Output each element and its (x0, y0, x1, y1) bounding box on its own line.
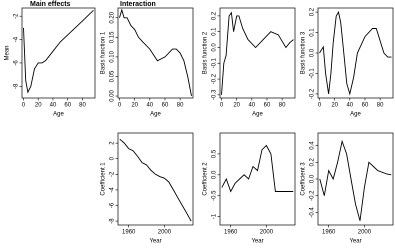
x-axis-label: Year (349, 239, 361, 245)
y-axis-label: Basis function 2 (203, 31, 209, 74)
plot-frame (21, 7, 96, 99)
y-tick-label: 0.5 (212, 149, 218, 158)
plot-frame (219, 132, 296, 226)
x-tick-label: 2000 (358, 230, 372, 236)
panel-title: Interaction (120, 1, 156, 8)
y-tick-label: 0.4 (310, 141, 316, 150)
x-tick-label: 20 (331, 103, 338, 109)
x-tick-label: 80 (79, 103, 86, 109)
x-tick-label: 2000 (260, 230, 274, 236)
y-tick-label: 0.05 (110, 70, 116, 82)
x-tick-label: 0 (118, 103, 122, 109)
y-tick-label: 0.1 (310, 28, 316, 37)
y-tick-label: 0.10 (110, 50, 116, 62)
x-tick-label: 40 (248, 103, 255, 109)
x-tick-label: 80 (279, 103, 286, 109)
y-tick-label: 0.0 (310, 174, 316, 183)
y-tick-label: -8 (110, 218, 116, 224)
series-line (319, 139, 392, 221)
y-tick-label: 0.0 (310, 48, 316, 57)
y-axis-label: Basis function 1 (101, 31, 107, 74)
plot-frame (317, 132, 394, 226)
x-tick-label: 0 (22, 103, 26, 109)
y-tick-label: -0.2 (310, 190, 316, 201)
x-tick-label: 60 (162, 103, 169, 109)
x-axis-label: Age (252, 112, 263, 118)
x-tick-label: 0 (220, 103, 224, 109)
x-tick-label: 1960 (122, 230, 136, 236)
panel-title: Main effects (30, 1, 71, 8)
series-line (119, 8, 192, 97)
x-axis-label: Year (251, 239, 263, 245)
y-tick-label: 0.1 (212, 27, 218, 36)
y-tick-label: 0.00 (110, 90, 116, 102)
x-tick-label: 0 (318, 103, 322, 109)
y-tick-label: -8 (14, 83, 20, 89)
x-tick-label: 20 (131, 103, 138, 109)
x-axis-label: Age (53, 112, 64, 118)
y-tick-label: -2 (14, 13, 20, 19)
y-axis-label: Mean (5, 45, 11, 60)
x-tick-label: 60 (362, 103, 369, 109)
y-tick-label: -0.1 (310, 68, 316, 79)
x-tick-label: 80 (177, 103, 184, 109)
x-axis-label: Year (149, 239, 161, 245)
y-tick-label: 0.0 (212, 170, 218, 179)
series-line (221, 11, 294, 95)
x-tick-label: 2000 (158, 230, 172, 236)
x-tick-label: 1960 (224, 230, 238, 236)
x-tick-label: 20 (35, 103, 42, 109)
y-tick-label: 0.2 (310, 7, 316, 16)
y-tick-label: -1 (212, 213, 218, 219)
x-tick-label: 40 (146, 103, 153, 109)
x-tick-label: 40 (346, 103, 353, 109)
y-tick-label: -4 (14, 36, 20, 42)
x-tick-label: 20 (233, 103, 240, 109)
plot-frame (117, 7, 194, 99)
y-axis-label: Basis function 3 (301, 31, 307, 74)
y-tick-label: -4 (110, 187, 116, 193)
x-tick-label: 40 (50, 103, 57, 109)
series-line (221, 144, 294, 193)
y-tick-label: -2 (110, 171, 116, 177)
y-tick-label: 0.15 (110, 31, 116, 43)
y-axis-label: Coefficient 2 (203, 162, 209, 196)
plot-frame (219, 7, 296, 99)
y-tick-label: -0.2 (212, 73, 218, 84)
y-tick-label: -0.5 (212, 190, 218, 201)
x-axis-label: Age (350, 112, 361, 118)
y-tick-label: 0.2 (310, 157, 316, 166)
series-line (23, 9, 94, 94)
y-tick-label: 0 (110, 156, 116, 160)
x-tick-label: 60 (264, 103, 271, 109)
y-tick-label: -0.4 (310, 207, 316, 218)
y-axis-label: Coefficient 1 (101, 162, 107, 196)
plot-frame (117, 132, 194, 226)
y-tick-label: 0.2 (212, 11, 218, 20)
x-tick-label: 60 (64, 103, 71, 109)
x-tick-label: 1960 (322, 230, 336, 236)
y-tick-label: -6 (110, 202, 116, 208)
y-tick-label: -6 (14, 60, 20, 66)
y-tick-label: 2 (110, 141, 116, 145)
y-tick-label: 0.20 (110, 11, 116, 23)
y-tick-label: -0.2 (310, 88, 316, 99)
y-tick-label: -0.1 (212, 57, 218, 68)
x-tick-label: 80 (377, 103, 384, 109)
x-axis-label: Age (150, 112, 161, 118)
y-tick-label: -0.3 (212, 89, 218, 100)
series-line (119, 138, 192, 222)
series-line (319, 10, 392, 96)
y-tick-label: 0.0 (212, 43, 218, 52)
y-axis-label: Coefficient 3 (301, 162, 307, 196)
